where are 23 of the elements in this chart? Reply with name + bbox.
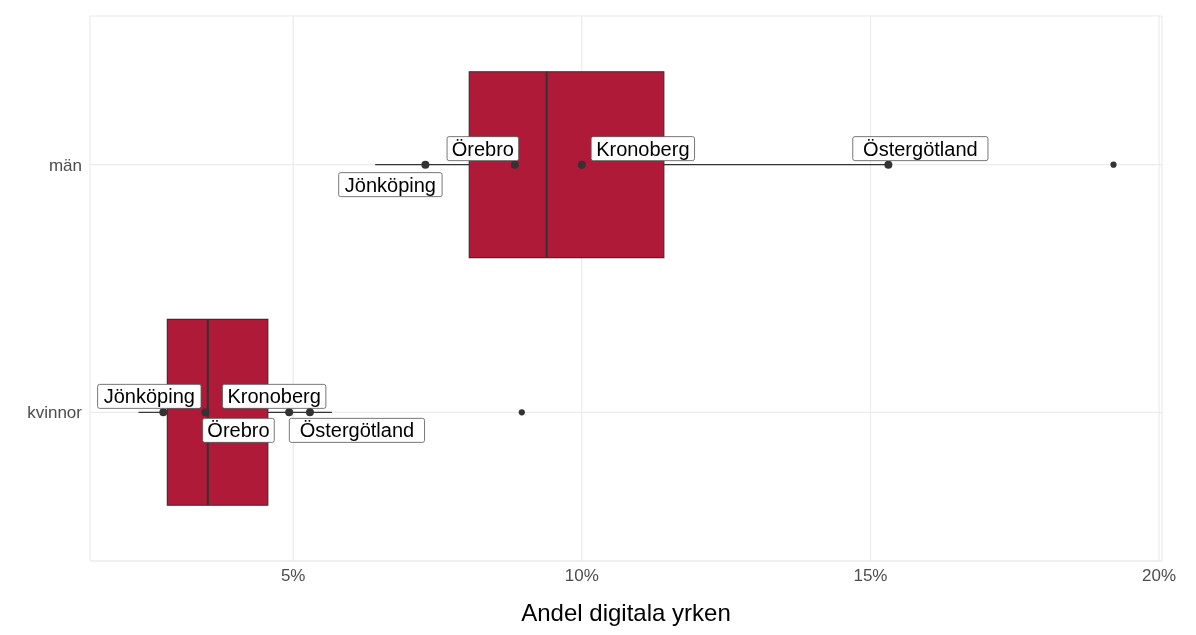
point [305,408,314,417]
point [577,160,586,169]
point [285,408,294,417]
x-tick-label: 10% [564,566,599,586]
x-axis-title: Andel digitala yrken [521,599,731,626]
series-label: Östergötland [299,419,415,442]
point [201,408,210,417]
x-tick-label: 15% [853,566,888,586]
point [159,408,168,417]
text: Kronoberg [227,385,321,408]
x-tick-label: 20% [1142,566,1177,586]
series-label: Örebro [451,137,514,160]
point [510,160,519,169]
x-tick-label: 5% [280,566,306,586]
text: Örebro [207,419,270,442]
text: Östergötland [863,137,978,160]
series-label: Jönköping [344,173,436,196]
series-label: Kronoberg [596,137,690,160]
text: Jönköping [103,385,195,408]
point [421,160,430,169]
y-tick-label: män [48,155,82,175]
point [884,160,893,169]
y-tick-label: kvinnor [27,403,83,423]
